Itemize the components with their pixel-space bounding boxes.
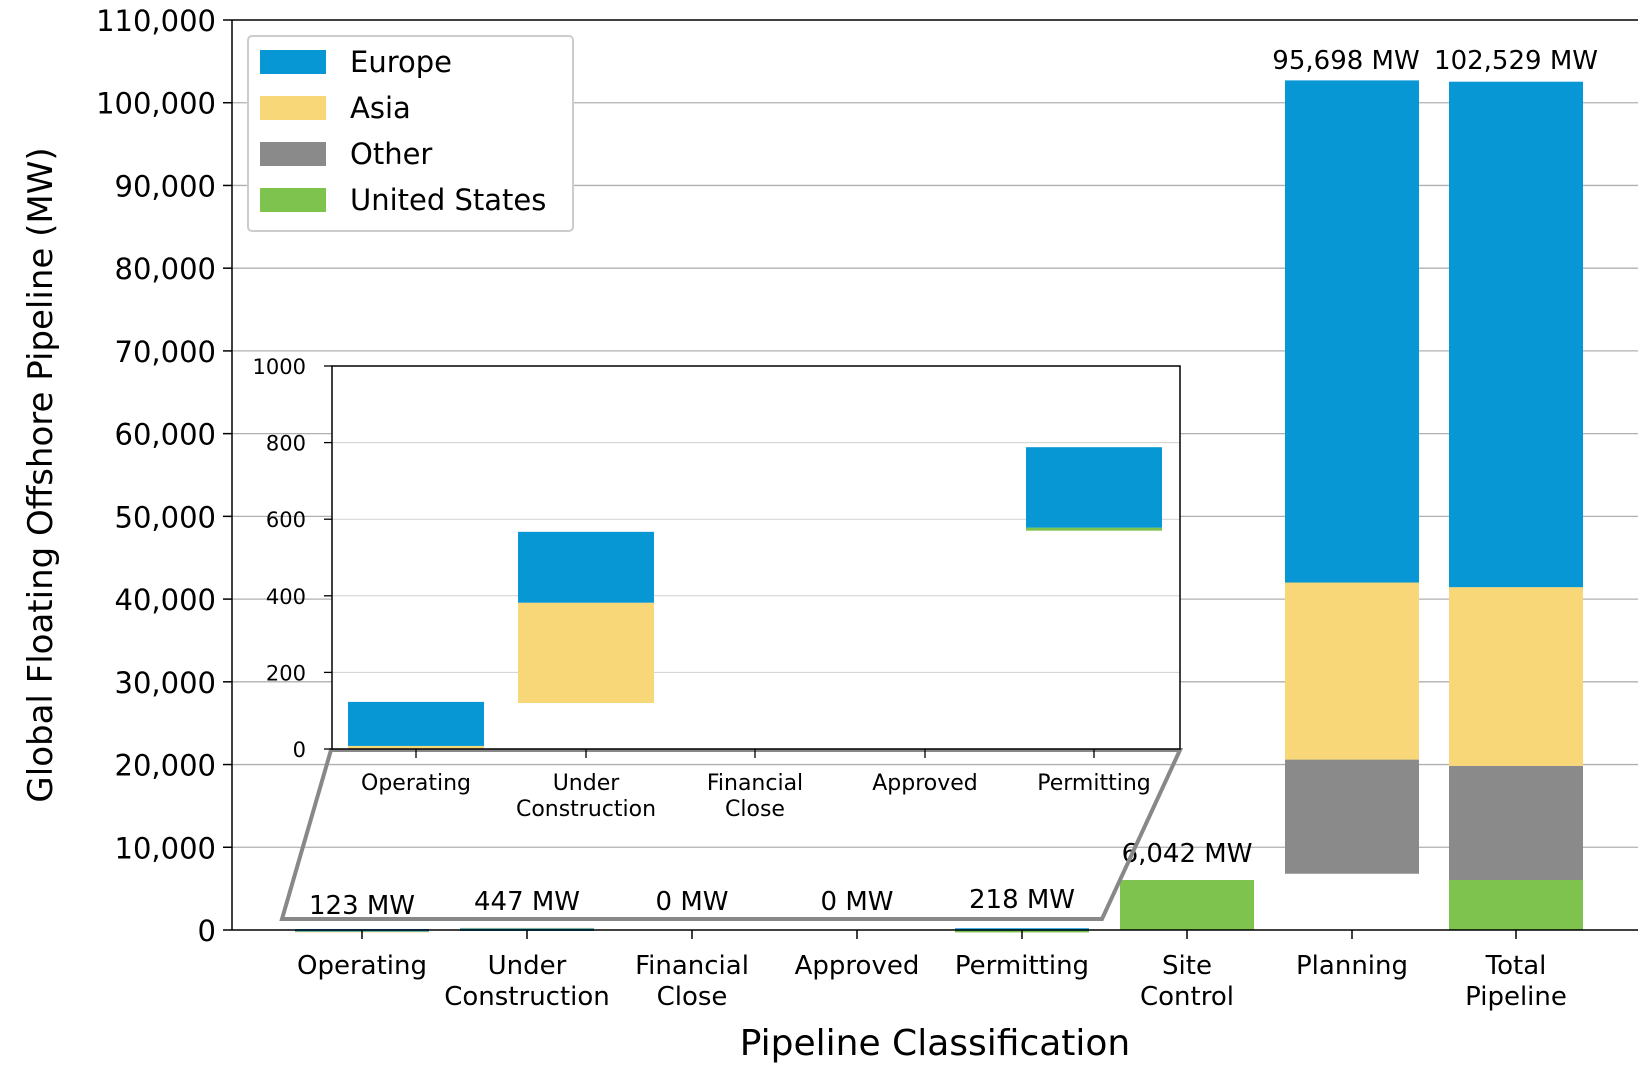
inset-y-tick-label: 0	[293, 738, 306, 762]
inset-bar-segment-europe	[348, 701, 484, 746]
inset-chart: 0 200 400 600 800 1000 Operating UnderConstruct…	[253, 355, 1181, 822]
x-axis-label: Pipeline Classification	[740, 1023, 1131, 1064]
inset-y-tick-label: 400	[266, 585, 306, 609]
axes	[231, 19, 1638, 931]
x-tick-label: Under	[488, 951, 567, 981]
bar-segment-other	[1449, 765, 1583, 881]
legend-frame	[247, 35, 574, 232]
inset-bar-segment-asia	[518, 602, 654, 704]
bar-segment-asia	[1285, 582, 1419, 760]
inset-background	[332, 366, 1180, 749]
y-tick-label: 80,000	[115, 252, 216, 286]
bar-segment-asia	[1449, 587, 1583, 766]
inset-x-tick-label: Approved	[872, 771, 978, 796]
legend-swatch-asia	[260, 96, 326, 120]
y-tick-label: 90,000	[115, 169, 216, 203]
bar-total-label: 123 MW	[309, 891, 415, 921]
y-tick-label: 0	[198, 914, 216, 948]
y-tick-label: 50,000	[115, 500, 216, 534]
legend-swatch-united-states	[260, 188, 326, 212]
y-tick-label: 110,000	[96, 4, 216, 38]
bars	[295, 80, 1583, 933]
x-tick-label: Operating	[297, 951, 427, 981]
y-tick-label: 60,000	[115, 418, 216, 452]
y-tick-label: 70,000	[115, 335, 216, 369]
bar-total-label: 0 MW	[656, 887, 729, 917]
legend-label-united-states: United States	[350, 183, 546, 217]
x-tick-label: Control	[1140, 982, 1234, 1012]
bar-segment-europe	[1449, 81, 1583, 588]
inset-x-tick-label: Construction	[516, 797, 656, 822]
legend-label-europe: Europe	[350, 45, 452, 79]
inset-x-tick-label: Operating	[361, 771, 471, 796]
inset-bar-segment-united-states	[1026, 527, 1162, 531]
bar-total-label: 0 MW	[821, 887, 894, 917]
bar-segment-europe	[1285, 80, 1419, 583]
bar-total-labels: 123 MW 447 MW 0 MW 0 MW 218 MW 6,042 MW 95,698…	[309, 46, 1598, 921]
inset-bars	[348, 447, 1162, 749]
inset-x-tick-label: Financial	[707, 771, 803, 796]
x-tick-label: Site	[1162, 951, 1212, 981]
y-tick-label: 40,000	[115, 583, 216, 617]
y-axis-label: Global Floating Offshore Pipeline (MW)	[21, 147, 61, 802]
legend-swatch-other	[260, 142, 326, 166]
bar-segment-united-states	[1449, 880, 1583, 930]
y-tick-label: 10,000	[115, 831, 216, 865]
zoom-trapezoid-shape	[279, 748, 1184, 921]
inset-axis-ticks: 0 200 400 600 800 1000 Operating UnderConstruct…	[253, 355, 1151, 822]
x-tick-label: Pipeline	[1465, 982, 1567, 1012]
x-tick-label: Planning	[1296, 951, 1408, 981]
x-tick-label: Approved	[795, 951, 920, 981]
inset-bar-segment-europe	[518, 531, 654, 603]
inset-x-tick-label: Under	[553, 771, 621, 796]
bar-segment-other	[1285, 759, 1419, 874]
inset-bar-segment-asia	[348, 745, 484, 749]
inset-x-tick-label: Close	[725, 797, 785, 822]
y-tick-label: 100,000	[96, 87, 216, 121]
inset-y-tick-label: 600	[266, 508, 306, 532]
x-tick-label: Permitting	[955, 951, 1089, 981]
legend-label-other: Other	[350, 137, 432, 171]
zoom-connector	[279, 748, 1184, 921]
x-tick-label: Close	[657, 982, 728, 1012]
axis-ticks: 0 10,000 20,000 30,000 40,000 50,000 60,000 70,…	[96, 4, 1567, 1012]
bar-total-label: 218 MW	[969, 885, 1075, 915]
inset-y-tick-label: 800	[266, 432, 306, 456]
y-tick-label: 20,000	[115, 749, 216, 783]
inset-x-tick-label: Permitting	[1037, 771, 1151, 796]
legend: Europe Asia Other United States	[247, 35, 574, 232]
inset-frame	[331, 365, 1181, 750]
bar-total-label: 102,529 MW	[1434, 46, 1598, 76]
bar-total-label: 95,698 MW	[1272, 46, 1419, 76]
bar-total-label: 447 MW	[474, 887, 580, 917]
inset-bar-segment-europe	[1026, 447, 1162, 528]
y-tick-label: 30,000	[115, 666, 216, 700]
inset-y-tick-label: 1000	[253, 355, 306, 379]
x-tick-label: Construction	[444, 982, 610, 1012]
x-tick-label: Total	[1485, 951, 1547, 981]
bar-segment-united-states	[1120, 880, 1254, 930]
inset-y-tick-label: 200	[266, 661, 306, 685]
legend-label-asia: Asia	[350, 91, 411, 125]
x-tick-label: Financial	[635, 951, 749, 981]
bar-total-label: 6,042 MW	[1122, 839, 1253, 869]
legend-swatch-europe	[260, 50, 326, 74]
